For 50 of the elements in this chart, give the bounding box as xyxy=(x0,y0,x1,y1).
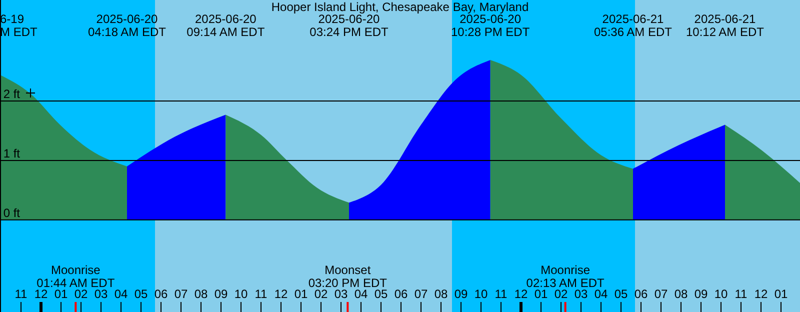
x-tick-label: 08 xyxy=(674,287,688,301)
chart-title: Hooper Island Light, Chesapeake Bay, Maryland xyxy=(271,0,529,14)
x-tick-label: 02 xyxy=(554,287,568,301)
y-tick-label: 1 ft xyxy=(3,146,21,160)
y-tick-label: 0 ft xyxy=(3,206,21,220)
x-tick-label: 12 xyxy=(34,287,48,301)
x-tick-label: 01 xyxy=(54,287,68,301)
x-tick-label: 11 xyxy=(494,287,508,301)
annotation: 6-19 M EDT xyxy=(0,12,38,39)
x-tick-label: 07 xyxy=(174,287,188,301)
x-tick-label: 04 xyxy=(114,287,128,301)
annotation: 2025-06-20 09:14 AM EDT xyxy=(186,12,266,39)
annotation: 2025-06-20 04:18 AM EDT xyxy=(88,12,167,39)
x-tick-label: 04 xyxy=(594,287,608,301)
ref-line-label: Moonrise 01:44 AM EDT xyxy=(36,263,116,290)
x-tick-label: 06 xyxy=(394,287,408,301)
x-tick-label: 12 xyxy=(754,287,768,301)
x-tick-label: 12 xyxy=(274,287,288,301)
x-tick-label: 01 xyxy=(774,287,788,301)
x-tick-label: 08 xyxy=(434,287,448,301)
x-tick-label: 10 xyxy=(234,287,248,301)
ref-line-label: Moonset 03:20 PM EDT xyxy=(308,263,388,290)
x-tick-label: 10 xyxy=(474,287,488,301)
x-tick-label: 12 xyxy=(514,287,528,301)
x-tick-label: 07 xyxy=(414,287,428,301)
x-tick-label: 11 xyxy=(254,287,268,301)
x-tick-label: 02 xyxy=(314,287,328,301)
x-tick-label: 05 xyxy=(134,287,148,301)
x-tick-label: 01 xyxy=(534,287,548,301)
x-tick-label: 09 xyxy=(214,287,228,301)
x-tick-label: 03 xyxy=(94,287,108,301)
x-tick-label: 05 xyxy=(614,287,628,301)
y-tick-label: 2 ft xyxy=(3,87,21,102)
x-tick-label: 09 xyxy=(694,287,708,301)
annotation: 2025-06-21 10:12 AM EDT xyxy=(686,12,765,39)
ref-line-label: Moonrise 02:13 AM EDT xyxy=(526,263,606,290)
x-tick-label: 05 xyxy=(374,287,388,301)
annotation: 2025-06-20 10:28 PM EDT xyxy=(450,12,530,39)
x-tick-label: 09 xyxy=(454,287,468,301)
x-tick-label: 03 xyxy=(334,287,348,301)
x-tick-label: 03 xyxy=(574,287,588,301)
x-tick-label: 01 xyxy=(294,287,308,301)
annotation: 2025-06-20 03:24 PM EDT xyxy=(310,12,390,39)
x-tick-label: 08 xyxy=(194,287,208,301)
x-tick-label: 11 xyxy=(14,287,28,301)
x-tick-label: 11 xyxy=(734,287,748,301)
x-tick-label: 04 xyxy=(354,287,368,301)
x-tick-label: 10 xyxy=(714,287,728,301)
x-tick-label: 02 xyxy=(74,287,88,301)
x-tick-label: 07 xyxy=(654,287,668,301)
